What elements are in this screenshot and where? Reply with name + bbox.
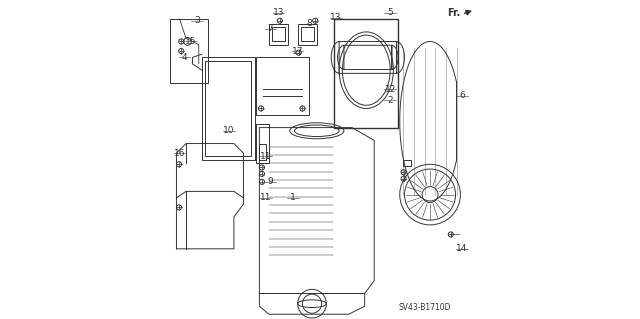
Bar (298, 24, 317, 45)
Bar (301, 27, 314, 41)
Bar (170, 19, 209, 83)
Text: Fr.: Fr. (447, 8, 460, 18)
Text: 7: 7 (268, 24, 273, 33)
Text: 2: 2 (387, 96, 393, 105)
Text: 8: 8 (306, 19, 312, 28)
Text: 5: 5 (387, 8, 393, 17)
Text: 17: 17 (292, 47, 303, 56)
Text: 16: 16 (174, 149, 186, 158)
Text: 4: 4 (182, 53, 188, 62)
Text: 13: 13 (273, 8, 284, 17)
Text: 1: 1 (290, 193, 296, 202)
Bar (403, 160, 411, 166)
Text: 9: 9 (268, 177, 273, 186)
Text: 11: 11 (260, 152, 271, 161)
Text: 15: 15 (185, 37, 196, 46)
Text: 3: 3 (195, 16, 200, 25)
Text: 13: 13 (330, 13, 342, 22)
Bar (334, 19, 398, 128)
Text: 12: 12 (385, 85, 396, 94)
Bar (202, 57, 255, 160)
Text: SV43-B1710D: SV43-B1710D (398, 303, 451, 312)
Text: 11: 11 (260, 193, 271, 202)
Text: 10: 10 (223, 126, 235, 135)
Bar (256, 124, 269, 163)
Text: 6: 6 (459, 91, 465, 100)
Bar (205, 61, 252, 156)
Text: 14: 14 (456, 244, 468, 253)
Bar (256, 57, 309, 115)
Bar (272, 27, 285, 41)
Bar (269, 24, 288, 45)
Bar (259, 144, 266, 160)
